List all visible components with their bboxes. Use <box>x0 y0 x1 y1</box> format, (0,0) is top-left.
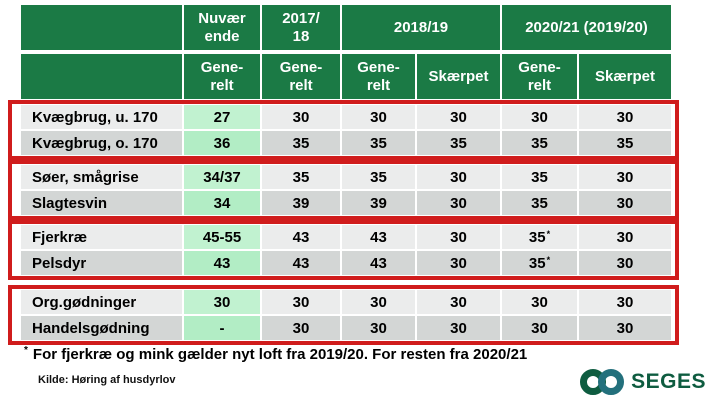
header-cell-2020-21: 2020/21 (2019/20) <box>502 5 671 50</box>
table-cell: 35 <box>579 131 671 155</box>
table-cell: 30 <box>502 290 577 314</box>
table-cell: 30 <box>184 290 260 314</box>
table-cell: 30 <box>579 165 671 189</box>
table-cell: 35 <box>417 131 500 155</box>
row-label: Kvægbrug, u. 170 <box>21 105 182 129</box>
table-row: Kvægbrug, u. 170 27 30 30 30 30 30 <box>21 105 671 129</box>
table-body: Kvægbrug, u. 170 27 30 30 30 30 30 Kvægbrug, o.… <box>8 100 679 345</box>
table-cell: 35 <box>502 191 577 215</box>
header-cell-generelt: Gene- relt <box>184 54 260 99</box>
header-cell-skaerpet: Skærpet <box>579 54 671 99</box>
table-cell: 30 <box>417 191 500 215</box>
table-cell: 43 <box>184 251 260 275</box>
table-cell: 30 <box>342 290 415 314</box>
table-cell: 30 <box>417 105 500 129</box>
table-row: Org.gødninger 30 30 30 30 30 30 <box>21 290 671 314</box>
table-cell: 30 <box>579 105 671 129</box>
table-header-row-periods: Nuvær ende 2017/ 18 2018/19 2020/21 (201… <box>21 5 671 50</box>
table-cell: 35 * <box>502 225 577 249</box>
table-cell: 30 <box>579 225 671 249</box>
table-cell: 30 <box>502 105 577 129</box>
table-cell: 30 <box>579 251 671 275</box>
header-cell-2018-19: 2018/19 <box>342 5 500 50</box>
table-cell: 35 <box>262 131 340 155</box>
table-cell: 30 <box>262 290 340 314</box>
table-cell: 35 <box>342 165 415 189</box>
header-cell-blank <box>21 54 182 99</box>
table-cell: 35 <box>262 165 340 189</box>
row-label: Søer, smågrise <box>21 165 182 189</box>
seges-rings-icon <box>580 368 625 396</box>
table-row: Kvægbrug, o. 170 36 35 35 35 35 35 <box>21 131 671 155</box>
footnote: * For fjerkræ og mink gælder nyt loft fra… <box>24 345 527 363</box>
table-cell: 30 <box>342 316 415 340</box>
row-label: Org.gødninger <box>21 290 182 314</box>
table-cell: 34 <box>184 191 260 215</box>
table-cell: 30 <box>417 225 500 249</box>
highlight-box: Søer, smågrise 34/37 35 35 30 35 30 Slagtesvin 3… <box>8 160 679 220</box>
highlight-box: Fjerkræ 45-55 43 43 30 35 * 30 Pelsdyr 43 43 43 30 35… <box>8 220 679 280</box>
table-cell: - <box>184 316 260 340</box>
table-cell: 43 <box>262 251 340 275</box>
table-cell: 45-55 <box>184 225 260 249</box>
table-cell: 30 <box>417 251 500 275</box>
table-cell: 35 <box>502 131 577 155</box>
table-row: Handelsgødning -30 30 30 30 30 <box>21 316 671 340</box>
header-cell-generelt: Gene- relt <box>342 54 415 99</box>
footnote-text: For fjerkræ og mink gælder nyt loft fra … <box>32 346 528 363</box>
table-cell: 35 <box>502 165 577 189</box>
table-cell: 34/37 <box>184 165 260 189</box>
header-cell-generelt: Gene- relt <box>262 54 340 99</box>
header-cell-blank <box>21 5 182 50</box>
data-table: Nuvær ende 2017/ 18 2018/19 2020/21 (201… <box>8 5 679 345</box>
header-cell-generelt: Gene- relt <box>502 54 577 99</box>
header-cell-2017-18: 2017/ 18 <box>262 5 340 50</box>
table-cell: 39 <box>262 191 340 215</box>
table-cell: 30 <box>579 191 671 215</box>
row-label: Slagtesvin <box>21 191 182 215</box>
header-cell-skaerpet: Skærpet <box>417 54 500 99</box>
table-row: Fjerkræ 45-55 43 43 30 35 * 30 <box>21 225 671 249</box>
table-cell: 30 <box>417 165 500 189</box>
table-cell: 30 <box>262 316 340 340</box>
table-cell: 30 <box>579 290 671 314</box>
table-cell: 30 <box>417 316 500 340</box>
table-cell: 30 <box>342 105 415 129</box>
ring-teal-icon <box>598 369 625 395</box>
footnote-marker: * <box>24 345 28 356</box>
table-cell: 43 <box>342 251 415 275</box>
table-cell: 27 <box>184 105 260 129</box>
table-header-row-types: Gene- relt Gene- relt Gene- relt Skærpet… <box>21 54 671 99</box>
row-label: Handelsgødning <box>21 316 182 340</box>
row-label: Pelsdyr <box>21 251 182 275</box>
row-label: Fjerkræ <box>21 225 182 249</box>
row-label: Kvægbrug, o. 170 <box>21 131 182 155</box>
highlight-box: Org.gødninger 30 30 30 30 30 30 Handelsgødning -… <box>8 285 679 345</box>
table-cell: 30 <box>579 316 671 340</box>
table-cell: 43 <box>342 225 415 249</box>
seges-logo: SEGES <box>580 368 706 396</box>
seges-logo-text: SEGES <box>631 370 706 393</box>
table-cell: 30 <box>417 290 500 314</box>
source-note: Kilde: Høring af husdyrlov <box>38 374 176 386</box>
highlight-box: Kvægbrug, u. 170 27 30 30 30 30 30 Kvægbrug, o.… <box>8 100 679 160</box>
table-cell: 39 <box>342 191 415 215</box>
table-row: Pelsdyr 43 43 43 30 35 * 30 <box>21 251 671 275</box>
table-cell: 35 * <box>502 251 577 275</box>
table-cell: 35 <box>342 131 415 155</box>
table-cell: 36 <box>184 131 260 155</box>
table-row: Slagtesvin 34 39 39 30 35 30 <box>21 191 671 215</box>
table-row: Søer, smågrise 34/37 35 35 30 35 30 <box>21 165 671 189</box>
header-cell-current: Nuvær ende <box>184 5 260 50</box>
table-cell: 43 <box>262 225 340 249</box>
table-cell: 30 <box>262 105 340 129</box>
table-cell: 30 <box>502 316 577 340</box>
